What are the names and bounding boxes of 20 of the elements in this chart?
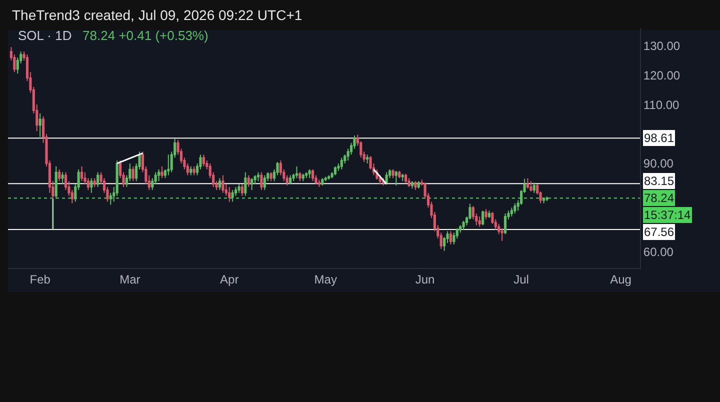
text: 15:37:14 xyxy=(644,208,692,222)
ref-line-label: 78.24 xyxy=(644,191,674,205)
text: TheTrend3 created, Jul 09, 2026 09:22 UTC+1 xyxy=(12,7,302,23)
x-tick-label: Feb xyxy=(30,272,51,286)
ref-line-label: 98.61 xyxy=(644,131,674,145)
x-tick-label: Aug xyxy=(610,272,632,286)
x-tick-label: Mar xyxy=(120,272,140,286)
y-tick-label: 60.00 xyxy=(643,245,674,259)
chart-subtitle: 78.24 +0.41 (+0.53%) xyxy=(82,28,208,44)
y-tick-label: 120.00 xyxy=(643,68,680,82)
x-tick-label: Jul xyxy=(514,272,529,286)
x-tick-label: May xyxy=(314,272,337,286)
ref-line-label: 67.56 xyxy=(644,225,674,239)
y-tick-label: 110.00 xyxy=(643,98,680,112)
y-tick-label: 90.00 xyxy=(643,156,674,171)
x-tick-label: Jun xyxy=(415,272,435,286)
chart-title: SOL · 1D xyxy=(18,28,72,44)
x-tick-label: Apr xyxy=(220,272,239,286)
ref-line-label: 83.15 xyxy=(644,174,674,188)
y-tick-label: 130.00 xyxy=(643,38,680,53)
